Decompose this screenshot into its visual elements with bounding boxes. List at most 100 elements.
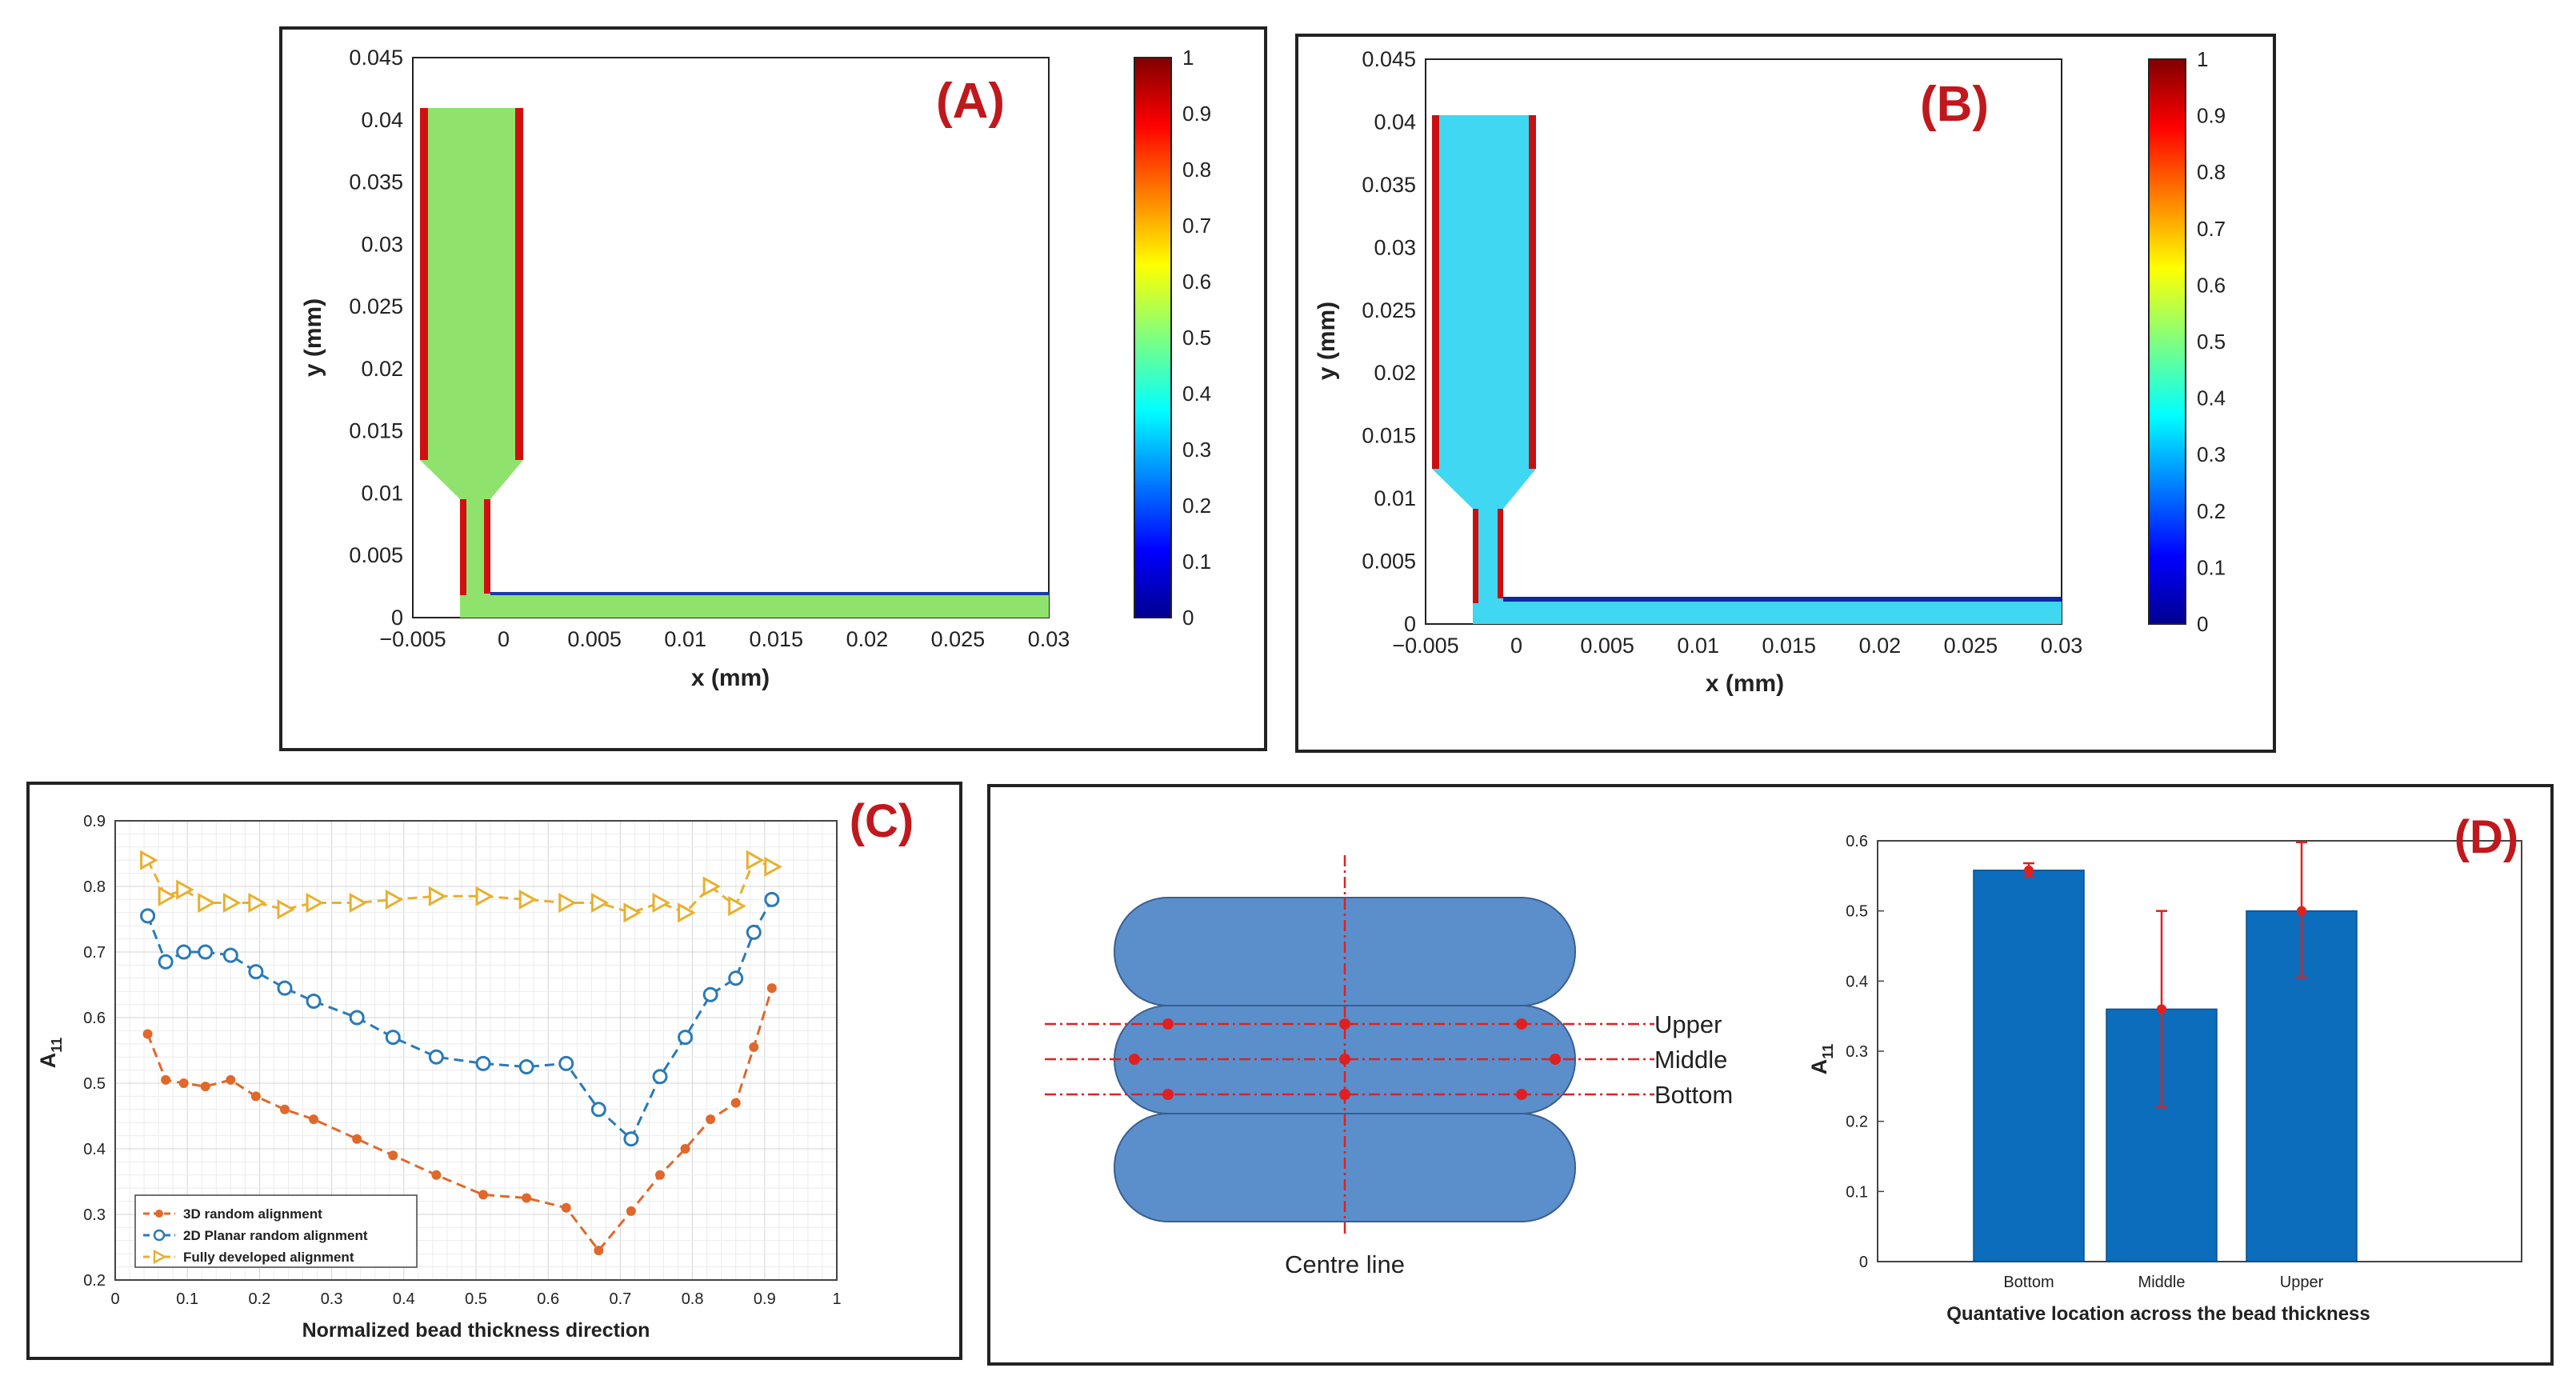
panel-b-y-ticks: 0 0.005 0.01 0.015 0.02 0.025 0.03 0.035 0.04 0.0… [1362, 47, 1416, 636]
data-point [385, 1030, 401, 1046]
bottom-point-centre [1339, 1089, 1350, 1100]
middle-point-left [1129, 1054, 1140, 1065]
data-point [652, 892, 671, 914]
data-point [158, 954, 174, 970]
panel-d-y-tick: 0.3 [1846, 1043, 1868, 1061]
data-point [309, 1114, 319, 1125]
panel-b-right-wall-layer [1529, 115, 1536, 469]
panel-d-x-tick: Middle [2138, 1274, 2186, 1291]
data-point [764, 891, 780, 907]
panel-c-y-tick: 0.8 [83, 878, 106, 896]
panel-c-x-tick: 0.4 [393, 1290, 415, 1308]
data-point [385, 889, 404, 910]
panel-d-y-ticks: 0 0.1 0.2 0.3 0.4 0.5 0.6 [1846, 833, 1884, 1271]
data-point [176, 944, 192, 960]
panel-a-label: (A) [936, 74, 1005, 129]
a-x-tick: 0.01 [664, 627, 706, 651]
upper-point-left [1162, 1018, 1174, 1030]
series-line-0 [146, 987, 774, 1253]
panel-c-x-tick: 1 [832, 1290, 841, 1308]
panel-c-y-tick: 0.7 [83, 944, 106, 962]
data-point [518, 1059, 534, 1074]
a-colorbar-tick: 0.2 [1182, 494, 1211, 518]
b-y-tick: 0.04 [1374, 110, 1416, 134]
data-point [248, 964, 264, 980]
panel-c-x-tick: 0.8 [682, 1290, 704, 1308]
data-point [590, 1102, 606, 1118]
data-point [431, 1170, 442, 1180]
middle-label: Middle [1654, 1046, 1727, 1074]
a-colorbar-tick: 0.5 [1182, 326, 1211, 350]
data-point [158, 886, 177, 906]
b-colorbar-tick: 0.1 [2197, 555, 2226, 579]
data-point [746, 924, 762, 940]
b-colorbar-tick: 0.5 [2197, 330, 2226, 354]
a-y-tick: 0.025 [349, 294, 403, 318]
series-line-2 [146, 858, 773, 914]
data-point [558, 1055, 574, 1071]
data-point [730, 1098, 741, 1108]
data-point [352, 1134, 362, 1144]
panel-c-x-tick: 0.9 [754, 1290, 776, 1308]
b-colorbar-tick: 0.4 [2197, 386, 2226, 410]
data-point [161, 1074, 171, 1085]
data-point [279, 1104, 290, 1114]
panel-c-y-tick: 0.6 [83, 1010, 106, 1027]
data-point [561, 1202, 571, 1213]
panel-a-flow-domain [420, 108, 1049, 618]
data-point [306, 994, 322, 1009]
data-point [277, 899, 296, 920]
data-point [478, 1190, 489, 1200]
a-colorbar-tick: 0.7 [1182, 214, 1211, 238]
data-point [142, 1029, 153, 1039]
panel-d: Upper Middle Bottom Centre line 0 0.1 0.2 0… [987, 784, 2554, 1366]
panel-d-y-tick: 0.2 [1846, 1114, 1868, 1131]
panel-b-nozzle-left-layer [1473, 509, 1478, 603]
bottom-label: Bottom [1654, 1081, 1733, 1109]
panel-a-x-ticks: −0.005 0 0.005 0.01 0.015 0.02 0.025 0.03 [379, 627, 1070, 651]
data-point [349, 892, 368, 914]
b-colorbar-tick: 0.6 [2197, 273, 2226, 297]
a-colorbar-tick: 0.3 [1182, 438, 1211, 462]
panel-d-y-label-main: A [1807, 1059, 1831, 1075]
panel-a-contour-plot: 0 0.005 0.01 0.015 0.02 0.025 0.03 0.035 0.04 0.0… [300, 46, 1211, 691]
data-point [626, 1206, 636, 1216]
panel-a-nozzle-left-layer [460, 499, 466, 595]
data-point [702, 876, 722, 897]
panel-a-x-label: x (mm) [691, 665, 770, 691]
data-point [475, 886, 494, 906]
mean-marker [2297, 906, 2306, 916]
panel-a-top-bead-edge [490, 592, 1049, 595]
panel-c-label: (C) [850, 795, 914, 847]
data-point [766, 983, 777, 994]
data-point [140, 850, 158, 870]
data-point [428, 1049, 444, 1065]
panel-c-x-tick: 0.7 [609, 1290, 631, 1308]
data-point [764, 856, 782, 877]
panel-d-figure: Upper Middle Bottom Centre line 00.10.20… [1045, 811, 2522, 1325]
data-point [226, 1074, 236, 1085]
panel-c-y-ticks: 0.2 0.3 0.4 0.5 0.6 0.7 0.8 0.9 [83, 813, 106, 1290]
panel-d-y-tick: 0.5 [1846, 903, 1868, 921]
data-point [349, 1010, 365, 1026]
panel-c-x-tick: 0.5 [465, 1290, 487, 1308]
a-y-tick: 0 [391, 606, 403, 630]
panel-d-x-tick: Upper [2280, 1274, 2324, 1291]
b-x-tick: 0.005 [1580, 634, 1634, 658]
panel-a-colorbar [1134, 57, 1172, 618]
data-point [140, 908, 156, 924]
b-y-tick: 0 [1404, 612, 1416, 636]
a-colorbar-tick: 1 [1182, 46, 1194, 70]
legend-marker [155, 1210, 163, 1218]
data-point [680, 1144, 690, 1154]
panel-c-y-tick: 0.4 [83, 1141, 106, 1158]
b-y-tick: 0.015 [1362, 424, 1416, 448]
data-point [475, 1055, 491, 1071]
panel-c-x-label: Normalized bead thickness direction [302, 1319, 650, 1342]
b-colorbar-tick: 0 [2197, 612, 2208, 636]
data-point [594, 1246, 604, 1256]
b-y-tick: 0.02 [1374, 361, 1416, 385]
data-point [518, 889, 538, 910]
panel-c-axes [114, 820, 838, 1281]
panel-c-y-label: A11 [36, 1038, 65, 1069]
